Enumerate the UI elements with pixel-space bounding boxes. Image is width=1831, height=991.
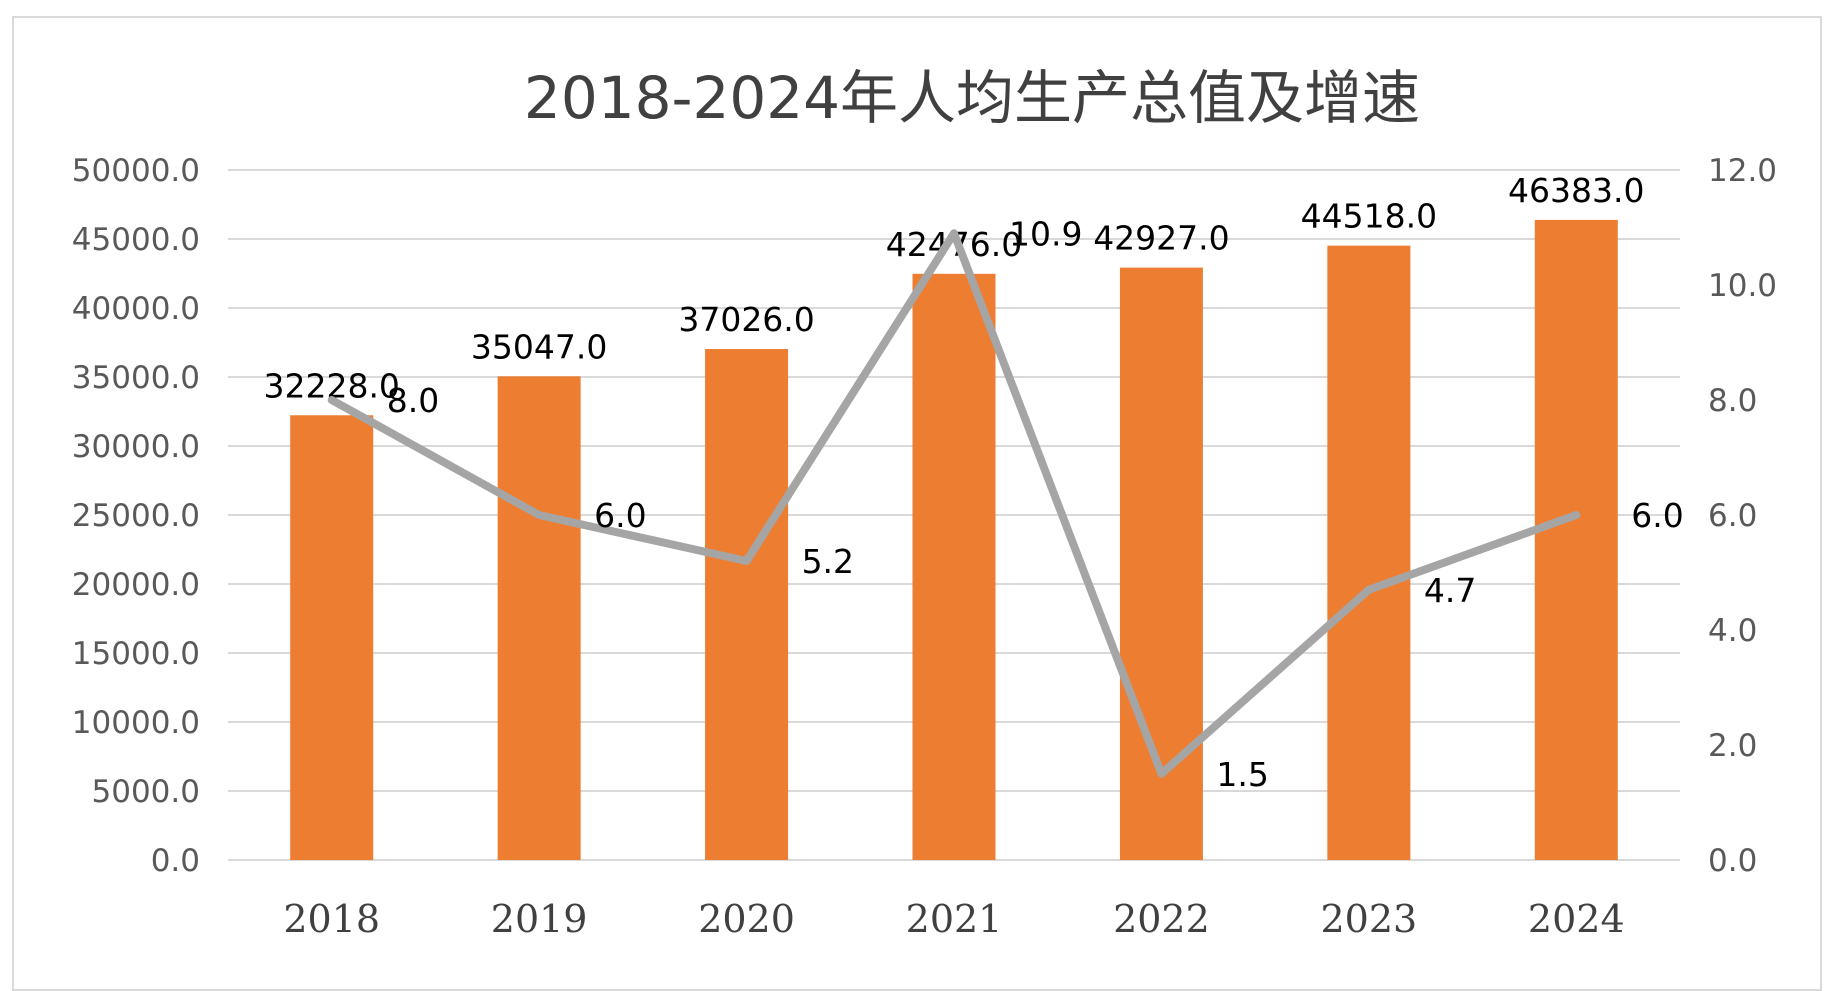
left-y-tick-label: 5000.0 xyxy=(92,774,200,810)
x-tick-label: 2018 xyxy=(283,897,380,941)
bar-2020 xyxy=(705,349,789,860)
right-y-axis: 0.0 2.0 4.0 6.0 8.0 10.0 12.0 xyxy=(1708,153,1777,879)
left-y-tick-label: 20000.0 xyxy=(72,567,200,603)
right-y-tick-label: 8.0 xyxy=(1708,383,1757,419)
bar-2022 xyxy=(1119,267,1203,860)
line-data-label: 8.0 xyxy=(387,381,439,420)
line-point-2020 xyxy=(743,558,750,564)
line-point-2021 xyxy=(951,230,957,237)
left-y-axis: 0.0 5000.0 10000.0 15000.0 20000.0 25000.0 300… xyxy=(72,153,200,879)
right-y-tick-label: 4.0 xyxy=(1708,613,1757,649)
x-tick-label: 2019 xyxy=(491,897,588,941)
x-tick-label: 2021 xyxy=(906,897,1003,941)
line-point-2018 xyxy=(328,397,335,403)
line-data-label: 5.2 xyxy=(802,542,854,581)
bar-2019 xyxy=(497,376,581,860)
line-point-2023 xyxy=(1365,586,1372,593)
right-y-tick-label: 6.0 xyxy=(1708,498,1757,534)
x-tick-label: 2020 xyxy=(698,897,795,941)
x-tick-label: 2024 xyxy=(1528,897,1625,941)
bar-2024 xyxy=(1534,219,1618,860)
right-y-tick-label: 10.0 xyxy=(1708,268,1777,304)
line-series: 8.0 6.0 5.2 10.9 1.5 4.7 6.0 xyxy=(327,214,1684,794)
left-y-tick-label: 50000.0 xyxy=(72,153,200,189)
bar-2018 xyxy=(290,415,374,860)
bar-data-label: 35047.0 xyxy=(471,327,607,366)
left-y-tick-label: 35000.0 xyxy=(72,360,200,396)
left-y-tick-label: 30000.0 xyxy=(72,429,200,465)
left-y-tick-label: 15000.0 xyxy=(72,636,200,672)
left-y-tick-label: 40000.0 xyxy=(72,291,200,327)
right-y-tick-label: 0.0 xyxy=(1708,843,1757,879)
right-y-tick-label: 2.0 xyxy=(1708,728,1757,764)
x-tick-label: 2022 xyxy=(1113,897,1210,941)
line-data-label: 1.5 xyxy=(1216,755,1268,794)
bar-data-label: 46383.0 xyxy=(1508,171,1644,210)
line-data-label: 4.7 xyxy=(1424,571,1476,610)
line-data-label: 10.9 xyxy=(1009,214,1082,253)
left-y-tick-label: 45000.0 xyxy=(72,222,200,258)
left-y-tick-label: 0.0 xyxy=(151,843,200,879)
bar-data-label: 42927.0 xyxy=(1093,219,1229,258)
line-point-2022 xyxy=(1158,770,1165,777)
line-point-2019 xyxy=(536,512,543,518)
chart-title: 2018-2024年人均生产总值及增速 xyxy=(524,64,1420,132)
left-y-tick-label: 25000.0 xyxy=(72,498,200,534)
line-point-2024 xyxy=(1573,512,1580,518)
right-y-tick-label: 12.0 xyxy=(1708,153,1777,189)
bar-2023 xyxy=(1327,245,1411,860)
left-y-tick-label: 10000.0 xyxy=(72,705,200,741)
bar-2021 xyxy=(912,273,996,861)
bar-data-label: 37026.0 xyxy=(678,300,814,339)
x-tick-label: 2023 xyxy=(1320,897,1417,941)
x-axis: 2018 2019 2020 2021 2022 2023 2024 xyxy=(283,897,1624,941)
line-data-label: 6.0 xyxy=(1631,496,1683,535)
bar-data-label: 44518.0 xyxy=(1301,197,1437,236)
line-data-label: 6.0 xyxy=(594,496,646,535)
